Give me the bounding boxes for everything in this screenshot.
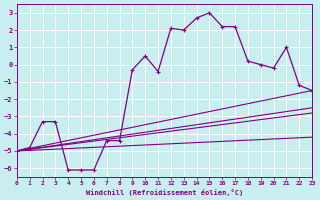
X-axis label: Windchill (Refroidissement éolien,°C): Windchill (Refroidissement éolien,°C) xyxy=(86,189,243,196)
